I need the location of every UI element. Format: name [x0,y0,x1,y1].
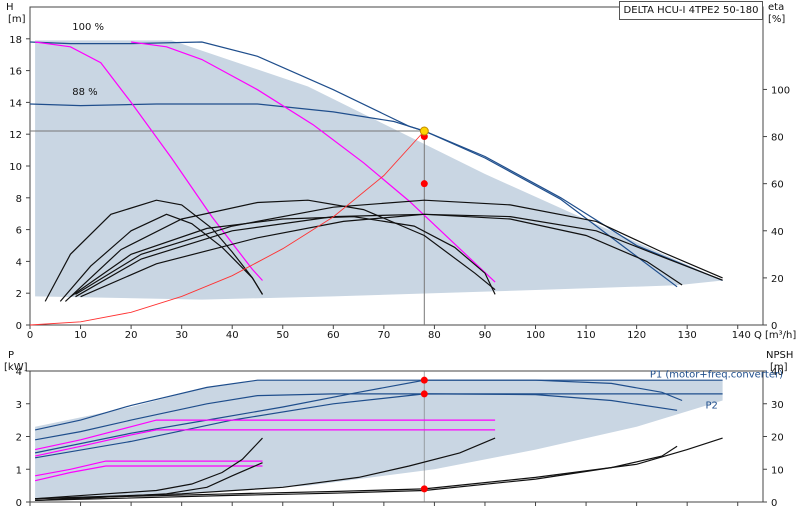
series-line-power [34,379,683,454]
power-marker [420,485,428,493]
y-tick-label: 10 [9,162,22,173]
series-line-eta [75,199,723,295]
chart-title: DELTA HCU-I 4TPE2 50-180 [619,1,763,20]
series-line-power_limit [131,41,496,283]
y2-tick-label: 20 [771,274,784,285]
series-line-npsh [35,437,496,500]
power-marker [420,390,428,398]
series-line-head [29,103,678,288]
y-tick-label: 4 [16,367,22,378]
series-line-power_limit [35,41,263,281]
curve-label: 100 % [72,22,104,33]
series-line-eta [64,199,496,302]
series-label: P1 (motor+freq.converter) [650,369,783,380]
x-tick-label: 40 [226,330,239,341]
x-tick-label: 70 [377,330,390,341]
y2-tick-label: 60 [771,180,784,191]
series-line-npsh [35,445,678,501]
y2-tick-label: 40 [771,227,784,238]
y-axis-unit: [m] [8,14,26,25]
y2-axis-unit: [m] [770,362,788,373]
y2-axis-unit: [%] [768,14,785,25]
y-tick-label: 0 [16,498,22,509]
y-tick-label: 6 [16,226,22,237]
y-tick-label: 18 [9,35,22,46]
y-axis-label: H [6,2,14,13]
x-tick-label: 80 [428,330,441,341]
y-tick-label: 3 [16,400,22,411]
y-axis-label: P [8,350,14,361]
y2-tick-label: 80 [771,133,784,144]
series-line-eta [44,199,264,302]
y2-tick-label: 30 [771,400,784,411]
x-tick-label: 120 [627,330,646,341]
y-tick-label: 12 [9,130,22,141]
y2-tick-label: 40 [771,367,784,378]
series-line-system [29,130,425,326]
x-tick-label: 50 [276,330,289,341]
duty-point-marker [419,126,429,136]
x-tick-label: 90 [479,330,492,341]
power-marker [420,376,428,384]
y-tick-label: 2 [16,433,22,444]
y-tick-label: 4 [16,257,22,268]
series-line-power [34,393,678,459]
curve-label: 88 % [72,87,97,98]
x-tick-label: 30 [175,330,188,341]
y2-tick-label: 0 [771,321,777,332]
x-tick-label: 0 [27,330,33,341]
x-tick-label: 10 [74,330,87,341]
efficiency-marker [420,180,428,188]
series-line-eta [80,213,683,298]
x-axis-label: 140 Q [m³/h] [732,330,797,341]
y-tick-label: 0 [16,321,22,332]
series-line-power_limit [34,429,496,457]
series-line-power [34,379,723,431]
y-tick-label: 2 [16,289,22,300]
series-label: P2 [705,400,717,411]
series-line-head [29,41,723,282]
y2-tick-label: 20 [771,433,784,444]
series-line-eta [59,213,264,302]
y2-tick-label: 0 [771,498,777,509]
series-line-power [34,393,723,441]
y2-tick-label: 10 [771,465,784,476]
y-tick-label: 14 [9,98,22,109]
y-tick-label: 16 [9,67,22,78]
series-line-npsh [35,437,723,500]
series-line-power_limit [34,465,263,482]
y-tick-label: 8 [16,194,22,205]
y-tick-label: 1 [16,465,22,476]
x-tick-label: 110 [577,330,596,341]
y2-tick-label: 100 [771,85,790,96]
series-line-power_limit [34,419,496,451]
y-axis-unit: [kW] [4,362,28,373]
series-line-npsh [35,437,263,500]
series-line-power_limit [34,460,263,477]
x-tick-label: 100 [526,330,545,341]
y2-axis-label: eta [768,2,784,13]
power-panel-operating-region [35,380,723,499]
y2-axis-label: NPSH [766,350,793,361]
x-tick-label: 60 [327,330,340,341]
x-tick-label: 20 [125,330,138,341]
x-tick-label: 130 [678,330,697,341]
